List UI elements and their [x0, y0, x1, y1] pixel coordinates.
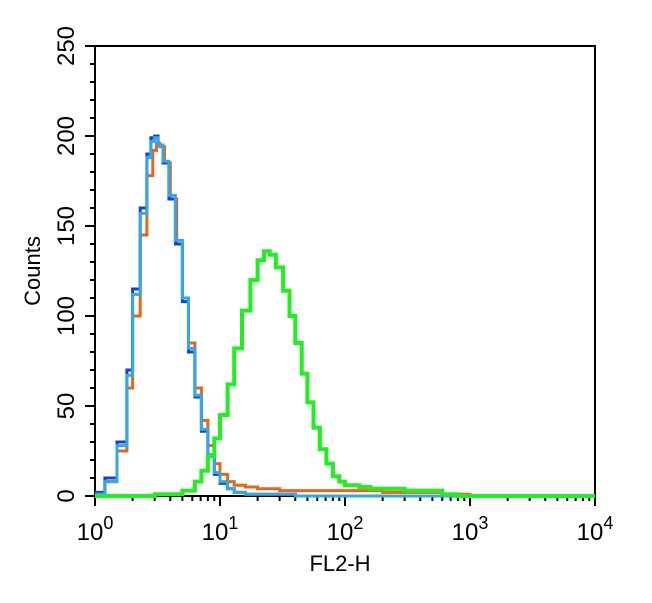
x-tick-label: 100: [77, 513, 114, 546]
x-tick-label: 104: [577, 513, 614, 546]
x-tick-exponent: 0: [103, 513, 113, 533]
x-tick-base: 10: [452, 519, 479, 546]
y-tick-label: 150: [53, 206, 80, 246]
y-axis-title: Counts: [20, 236, 45, 306]
plot-frame: [94, 45, 596, 497]
x-tick-base: 10: [577, 519, 604, 546]
series-lines: [95, 134, 595, 498]
y-tick-label: 0: [53, 489, 80, 502]
x-tick-exponent: 3: [478, 513, 488, 533]
x-tick-base: 10: [77, 519, 104, 546]
x-tick-exponent: 4: [603, 513, 613, 533]
x-tick-base: 10: [327, 519, 354, 546]
x-tick-labels: 100 101 102 103 104: [77, 513, 614, 546]
x-tick-label: 103: [452, 513, 489, 546]
x-axis-title: FL2-H: [309, 551, 370, 576]
axis-ticks: [85, 45, 596, 506]
x-tick-base: 10: [202, 519, 229, 546]
y-tick-label: 50: [53, 393, 80, 420]
x-tick-exponent: 2: [353, 513, 363, 533]
series-line-3: [95, 136, 595, 498]
y-tick-label: 100: [53, 296, 80, 336]
x-tick-exponent: 1: [228, 513, 238, 533]
series-line-4: [95, 249, 595, 498]
x-tick-label: 101: [202, 513, 239, 546]
y-tick-labels: 0 50 100 150 200 250: [53, 26, 80, 503]
x-tick-label: 102: [327, 513, 364, 546]
y-tick-label: 250: [53, 26, 80, 66]
y-tick-label: 200: [53, 116, 80, 156]
